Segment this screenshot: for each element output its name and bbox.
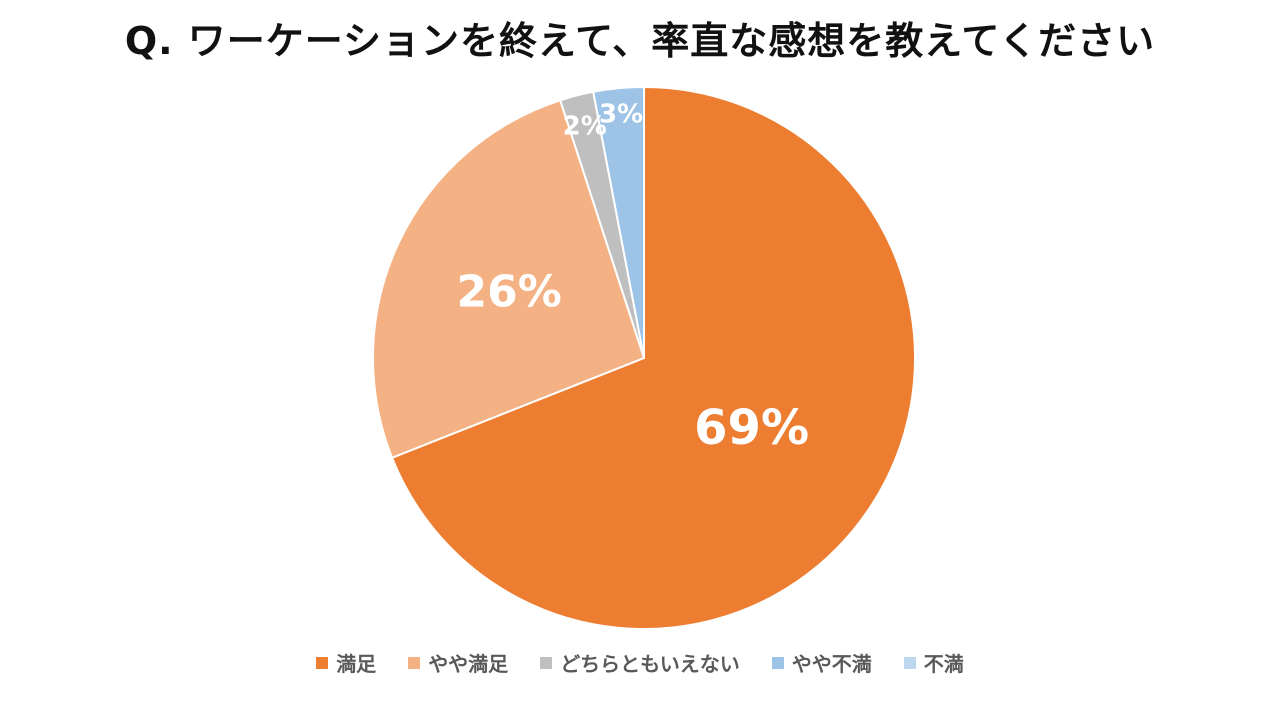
legend-item-somewhat-satisfied: やや満足	[408, 648, 508, 677]
chart-title: Q. ワーケーションを終えて、率直な感想を教えてください	[124, 19, 1156, 63]
legend-item-satisfied: 満足	[316, 648, 376, 677]
legend-item-neutral: どちらともいえない	[540, 648, 740, 677]
legend-swatch	[903, 656, 916, 669]
legend-label: 不満	[923, 652, 964, 676]
pie-labels: 69% 26% 2%3%	[456, 100, 809, 456]
legend-label: やや満足	[428, 652, 509, 676]
label-satisfied: 69%	[694, 400, 809, 456]
legend-swatch	[316, 656, 329, 669]
legend-swatch	[540, 656, 553, 669]
label-neutral: 2%	[563, 112, 607, 142]
label-somewhat-satisfied: 26%	[456, 267, 561, 318]
legend-label: やや不満	[791, 652, 872, 676]
legend-item-dissatisfied: 不満	[903, 648, 964, 677]
slice-somewhat-satisfied	[372, 99, 646, 460]
legend-swatch	[408, 656, 421, 669]
slice-satisfied	[390, 85, 916, 630]
label-somewhat-dissatisfied: 3%	[599, 100, 643, 130]
legend-swatch	[771, 656, 784, 669]
pie-slices	[372, 85, 916, 630]
slice-somewhat-dissatisfied	[592, 85, 645, 359]
legend-label: 満足	[336, 652, 377, 676]
legend-label: どちらともいえない	[560, 652, 740, 676]
legend: 満足 やや満足 どちらともいえない やや不満 不満	[0, 648, 1280, 677]
legend-item-somewhat-dissatisfied: やや不満	[771, 648, 872, 677]
